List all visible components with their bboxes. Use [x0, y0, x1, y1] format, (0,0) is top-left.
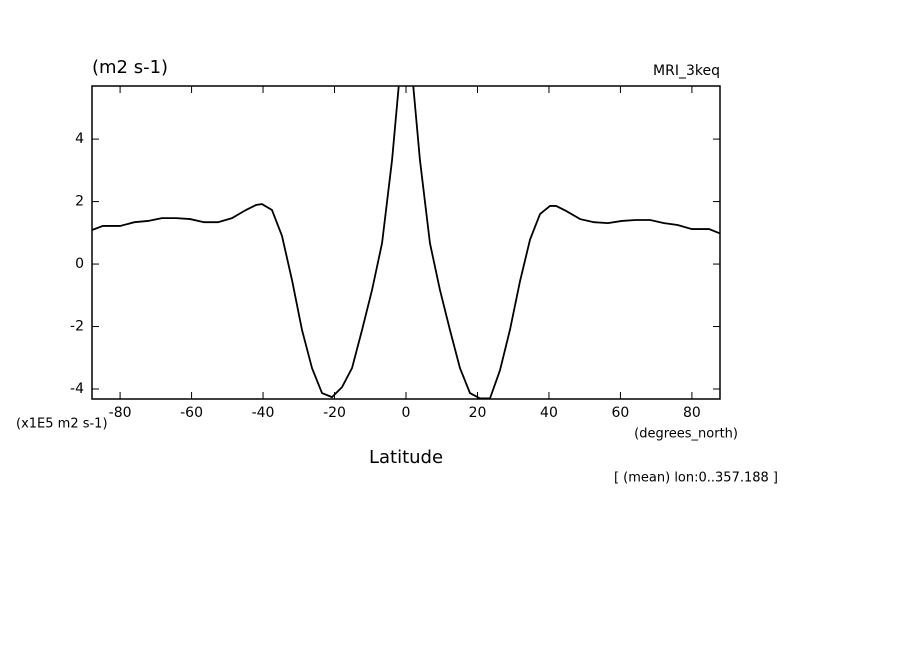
y-tick-label: 2	[75, 194, 84, 210]
x-tick-label: 40	[540, 405, 558, 421]
x-tick-label: 80	[683, 405, 701, 421]
y-unit: (x1E5 m2 s-1)	[16, 417, 108, 432]
x-tick-label: -60	[180, 405, 203, 421]
y-tick-label: -2	[70, 319, 84, 335]
chart-title: (m2 s-1)	[92, 57, 168, 78]
x-tick-label: -80	[109, 405, 132, 421]
x-tick-label: -40	[252, 405, 275, 421]
x-tick-label: -20	[323, 405, 346, 421]
y-tick-label: 4	[75, 131, 84, 147]
x-tick-label: 60	[612, 405, 630, 421]
note: [ (mean) lon:0..357.188 ]	[614, 471, 778, 486]
x-tick-label: 0	[402, 405, 411, 421]
y-tick-label: -4	[70, 381, 84, 397]
x-tick-label: 20	[469, 405, 487, 421]
y-tick-label: 0	[75, 256, 84, 272]
x-axis-label: Latitude	[369, 447, 443, 468]
model-name: MRI_3keq	[653, 63, 720, 79]
data-line	[92, 86, 720, 399]
x-unit: (degrees_north)	[634, 427, 738, 442]
